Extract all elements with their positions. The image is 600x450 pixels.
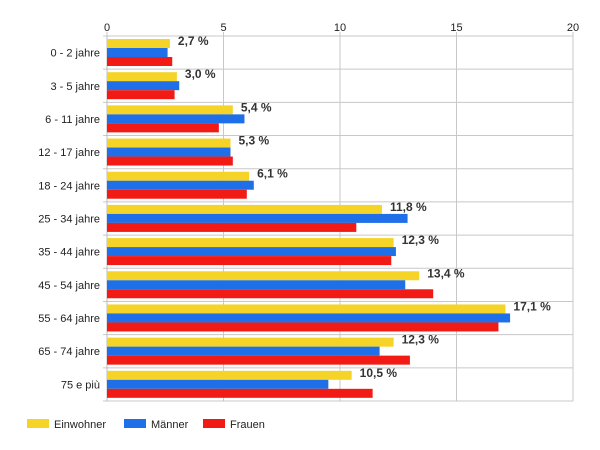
x-tick-label: 20 bbox=[567, 22, 579, 34]
category-label: 45 - 54 jahre bbox=[38, 280, 100, 292]
bar-einwohner bbox=[107, 337, 394, 347]
bar-frauen bbox=[107, 156, 233, 166]
category-label: 18 - 24 jahre bbox=[38, 180, 100, 192]
bar-frauen bbox=[107, 123, 219, 133]
bar-einwohner bbox=[107, 370, 352, 380]
category-label: 6 - 11 jahre bbox=[45, 114, 100, 126]
category-label: 55 - 64 jahre bbox=[38, 313, 100, 325]
bar-frauen bbox=[107, 90, 175, 100]
category-label: 12 - 17 jahre bbox=[38, 147, 100, 159]
legend-swatch bbox=[27, 419, 49, 428]
bar-mnner bbox=[107, 48, 168, 57]
legend-label: Frauen bbox=[230, 419, 265, 431]
data-label: 17,1 % bbox=[513, 299, 551, 313]
bar-einwohner bbox=[107, 304, 506, 314]
x-tick-label: 15 bbox=[450, 22, 462, 34]
bar-frauen bbox=[107, 289, 434, 299]
bar-mnner bbox=[107, 247, 396, 257]
data-label: 13,4 % bbox=[427, 266, 465, 280]
category-label: 65 - 74 jahre bbox=[38, 346, 100, 358]
bar-einwohner bbox=[107, 72, 177, 82]
data-label: 6,1 % bbox=[257, 167, 288, 181]
bar-mnner bbox=[107, 180, 254, 190]
bar-mnner bbox=[107, 379, 329, 389]
data-label: 5,4 % bbox=[241, 100, 272, 114]
bar-einwohner bbox=[107, 105, 233, 115]
data-label: 10,5 % bbox=[360, 366, 398, 380]
legend-label: Männer bbox=[151, 419, 189, 431]
legend: Einwohner Männer Frauen bbox=[27, 419, 265, 431]
bar-mnner bbox=[107, 280, 406, 290]
bar-einwohner bbox=[107, 39, 170, 48]
bar-einwohner bbox=[107, 138, 231, 148]
data-label: 12,3 % bbox=[402, 333, 440, 347]
data-label: 11,8 % bbox=[390, 200, 427, 214]
bar-mnner bbox=[107, 81, 180, 91]
labels: 0 5 10 15 20 0 - 2 jahre 2,7 % 3 - 5 jahre 3,0 %… bbox=[38, 22, 579, 391]
category-label: 75 e più bbox=[61, 379, 100, 391]
data-label: 3,0 % bbox=[185, 67, 216, 81]
bar-einwohner bbox=[107, 271, 420, 281]
legend-label: Einwohner bbox=[54, 419, 106, 431]
category-label: 35 - 44 jahre bbox=[38, 247, 100, 259]
x-tick-label: 5 bbox=[220, 22, 226, 34]
bar-mnner bbox=[107, 147, 231, 157]
data-label: 2,7 % bbox=[178, 34, 209, 48]
bars bbox=[107, 39, 511, 398]
bar-mnner bbox=[107, 114, 245, 124]
bar-mnner bbox=[107, 313, 511, 323]
bar-frauen bbox=[107, 57, 173, 66]
data-label: 12,3 % bbox=[402, 233, 440, 247]
x-tick-label: 10 bbox=[334, 22, 346, 34]
bar-mnner bbox=[107, 346, 380, 356]
x-tick-label: 0 bbox=[104, 22, 110, 34]
category-label: 0 - 2 jahre bbox=[50, 48, 100, 60]
bar-einwohner bbox=[107, 204, 382, 214]
category-label: 3 - 5 jahre bbox=[50, 81, 100, 93]
bar-frauen bbox=[107, 388, 373, 398]
bar-frauen bbox=[107, 222, 357, 232]
category-label: 25 - 34 jahre bbox=[38, 214, 100, 226]
bar-frauen bbox=[107, 189, 247, 199]
bar-einwohner bbox=[107, 238, 394, 248]
bar-frauen bbox=[107, 256, 392, 266]
bar-mnner bbox=[107, 213, 408, 223]
bar-frauen bbox=[107, 355, 410, 365]
bar-einwohner bbox=[107, 171, 250, 181]
legend-swatch bbox=[203, 419, 225, 428]
legend-swatch bbox=[124, 419, 146, 428]
data-label: 5,3 % bbox=[238, 134, 269, 148]
bar-frauen bbox=[107, 322, 499, 332]
